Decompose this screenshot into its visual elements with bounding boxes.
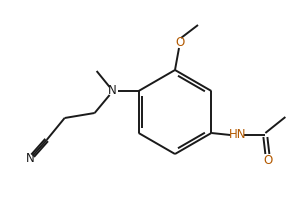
Text: O: O — [264, 154, 273, 168]
Text: N: N — [108, 85, 117, 97]
Text: HN: HN — [229, 129, 246, 141]
Text: O: O — [175, 35, 185, 48]
Text: N: N — [26, 152, 35, 164]
